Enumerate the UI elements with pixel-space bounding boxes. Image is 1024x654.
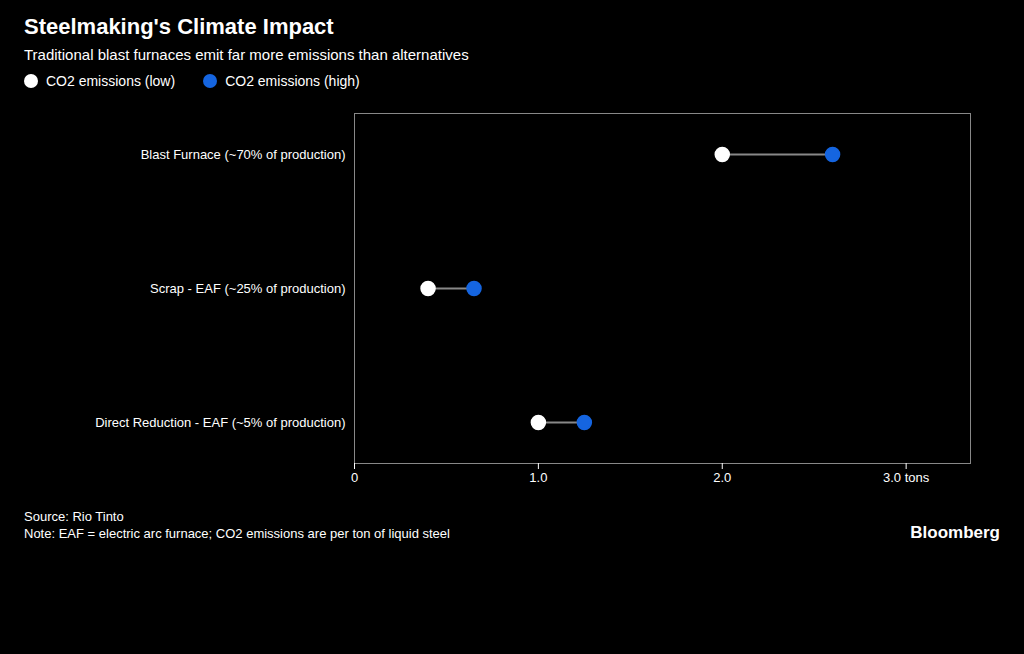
html-text:Source: Rio Tinto: Source: Rio Tinto	[24, 509, 124, 524]
html-text:CO2 emissions (low): CO2 emissions (low)	[46, 73, 176, 89]
html-text:Steelmaking's Climate Impact: Steelmaking's Climate Impact	[24, 14, 334, 39]
svg-text:1.0: 1.0	[529, 470, 547, 485]
html-text:CO2 emissions (high): CO2 emissions (high)	[225, 73, 360, 89]
svg-text:Blast Furnace (~70% of product: Blast Furnace (~70% of production)	[141, 147, 346, 162]
html-text:Note: EAF = electric arc furna: Note: EAF = electric arc furnace; CO2 em…	[24, 526, 450, 541]
svg-text:Direct Reduction - EAF (~5% of: Direct Reduction - EAF (~5% of productio…	[95, 415, 345, 430]
svg-text:3.0 tons: 3.0 tons	[883, 470, 930, 485]
svg-text:2.0: 2.0	[713, 470, 731, 485]
html-text:Traditional blast furnaces emi: Traditional blast furnaces emit far more…	[24, 46, 469, 63]
html-text:Bloomberg: Bloomberg	[910, 523, 1000, 542]
svg-text:0: 0	[351, 470, 358, 485]
svg-text:Scrap - EAF (~25% of productio: Scrap - EAF (~25% of production)	[150, 281, 345, 296]
